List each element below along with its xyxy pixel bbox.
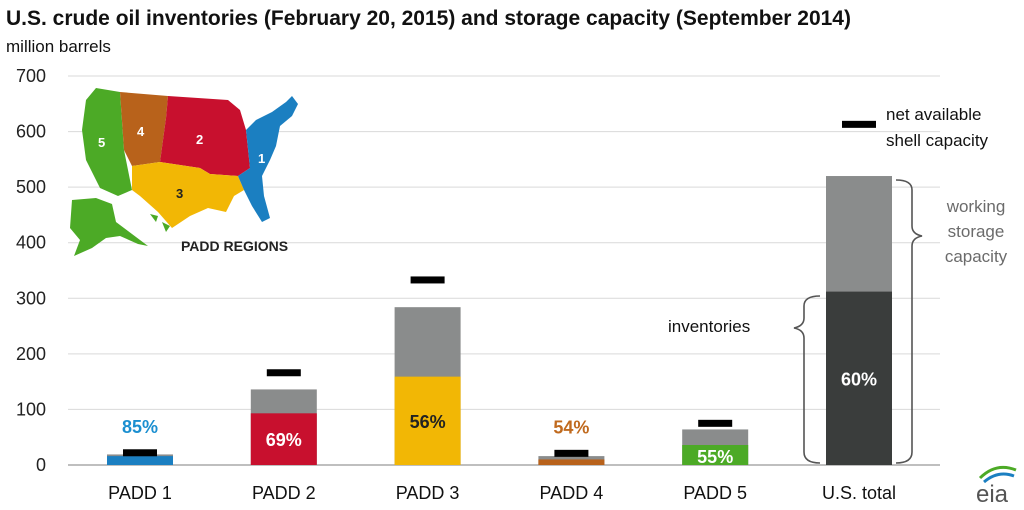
x-axis-ticks: PADD 1 PADD 2 PADD 3 PADD 4 PADD 5 U.S. total — [108, 483, 896, 503]
percent-label-4: 54% — [553, 417, 589, 437]
percent-label-6: 60% — [841, 369, 877, 389]
eia-logo-arc-1 — [978, 465, 1017, 480]
y-tick-label-700: 700 — [16, 66, 46, 86]
annotation-net-available-line-2: shell capacity — [886, 131, 989, 150]
chart-title: U.S. crude oil inventories (February 20,… — [6, 7, 851, 30]
net-available-marker-3 — [410, 276, 445, 284]
net-available-marker-2 — [266, 369, 301, 377]
annotation-inventories: inventories — [668, 317, 750, 336]
x-tick-label-4: PADD 4 — [540, 483, 604, 503]
x-tick-label-6: U.S. total — [822, 483, 896, 503]
y-tick-label-300: 300 — [16, 288, 46, 308]
y-tick-label-200: 200 — [16, 344, 46, 364]
padd-1-region — [238, 96, 298, 222]
inventories-bar-2 — [250, 413, 317, 465]
working-capacity-bracket — [895, 179, 923, 464]
net-available-marker-4 — [554, 449, 589, 457]
hawaii-region — [150, 214, 170, 232]
eia-logo-arc-2 — [983, 472, 1015, 484]
x-tick-label-3: PADD 3 — [396, 483, 460, 503]
inventories-bar-6 — [826, 291, 892, 465]
x-tick-label-1: PADD 1 — [108, 483, 172, 503]
annotation-working-line-2: storage — [948, 222, 1005, 241]
padd-map-label-5: 5 — [98, 135, 105, 150]
y-tick-label-600: 600 — [16, 122, 46, 142]
x-tick-label-2: PADD 2 — [252, 483, 316, 503]
x-tick-label-5: PADD 5 — [683, 483, 747, 503]
percent-label-1: 85% — [122, 417, 158, 437]
net-available-marker-1 — [123, 449, 157, 457]
padd-map-label-1: 1 — [258, 151, 265, 166]
y-tick-label-500: 500 — [16, 177, 46, 197]
padd-map-label-3: 3 — [176, 186, 183, 201]
y-axis-ticks: 0 100 200 300 400 500 600 700 — [16, 66, 46, 475]
annotation-working-line-3: capacity — [945, 247, 1008, 266]
inventories-bar-3 — [394, 376, 461, 465]
percent-label-3: 56% — [410, 412, 446, 432]
padd-4-region — [120, 92, 168, 166]
inventories-bar-4 — [538, 459, 605, 465]
padd-regions-map: 5 4 2 3 1 PADD REGIONS — [70, 88, 298, 256]
inventories-bar-5 — [682, 444, 749, 465]
padd-map-label-2: 2 — [196, 132, 203, 147]
padd-map-label-4: 4 — [137, 124, 145, 139]
annotation-working-line-1: working — [946, 197, 1006, 216]
net-available-marker-5 — [698, 419, 733, 427]
eia-logo-text: eia — [976, 481, 1009, 508]
eia-logo: eia — [976, 465, 1017, 508]
annotation-net-available-line-1: net available — [886, 105, 981, 124]
padd-2-region — [160, 96, 250, 176]
y-tick-label-100: 100 — [16, 399, 46, 419]
padd-5-region — [82, 88, 132, 196]
alaska-region — [70, 198, 148, 256]
padd-map-title: PADD REGIONS — [181, 238, 288, 254]
annotations: net available shell capacity working sto… — [668, 105, 1008, 464]
percent-label-2: 69% — [266, 430, 302, 450]
y-tick-label-400: 400 — [16, 233, 46, 253]
percent-label-5: 55% — [697, 447, 733, 467]
inventories-bar-1 — [107, 456, 173, 465]
y-tick-label-0: 0 — [36, 455, 46, 475]
net-available-marker-6 — [842, 120, 876, 128]
y-axis-unit-label: million barrels — [6, 37, 111, 56]
bars: 85% 69% 56% 54% 55% 60% — [107, 120, 892, 467]
padd-3-region — [132, 162, 244, 228]
inventories-bracket — [793, 295, 821, 464]
